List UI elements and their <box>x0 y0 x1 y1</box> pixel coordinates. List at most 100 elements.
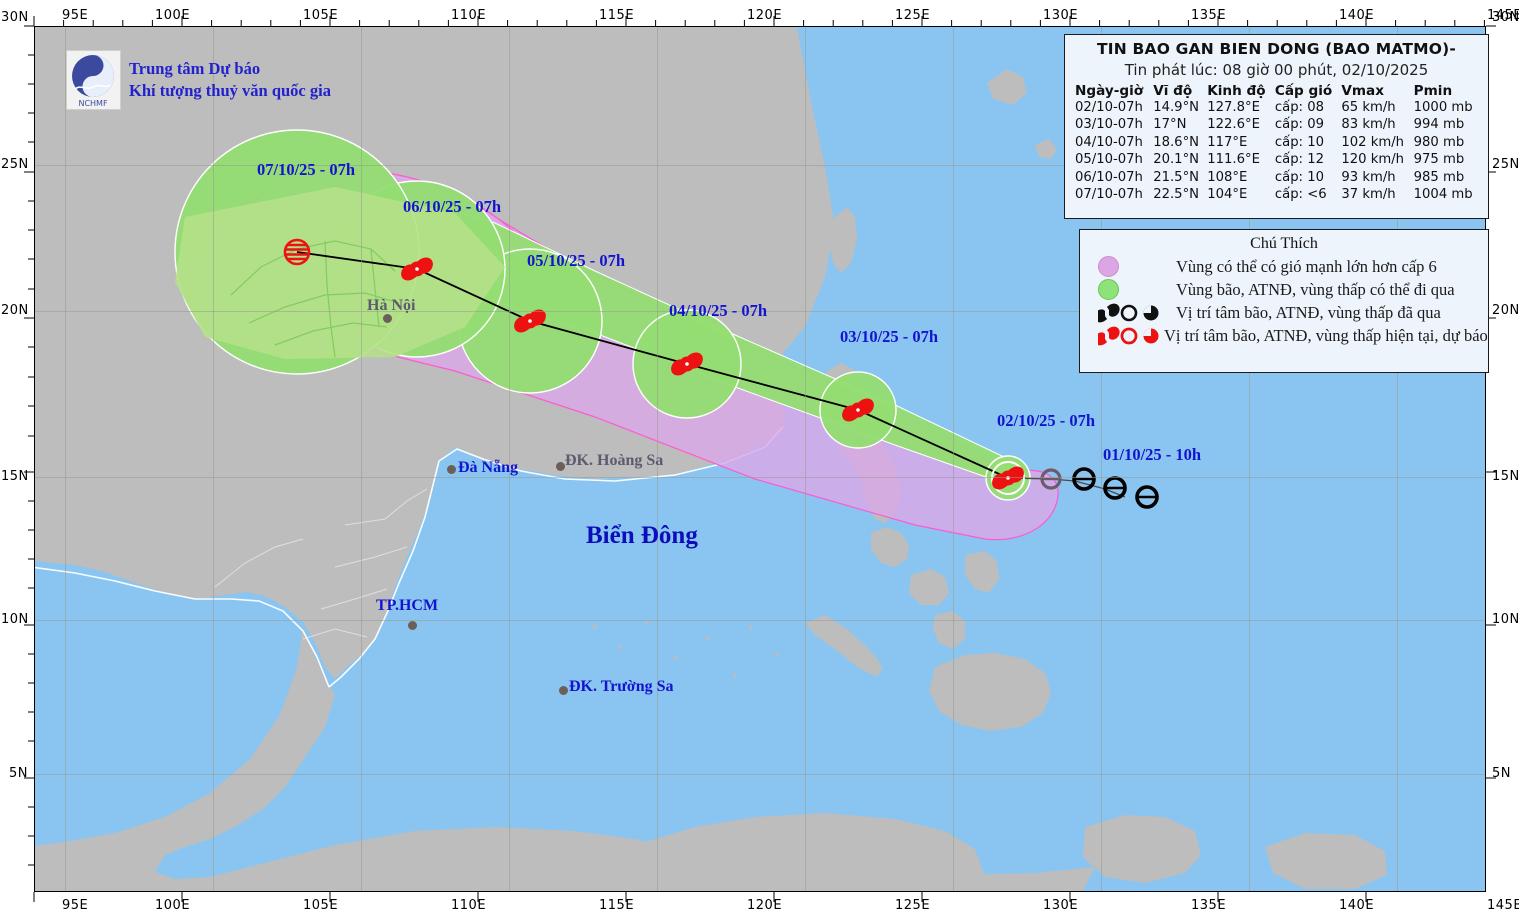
cell-vmax: 93 km/h <box>1341 169 1396 185</box>
agency-name-line1: Trung tâm Dự báo <box>129 58 261 78</box>
city-dot-tp-hcm <box>408 621 417 630</box>
axis-right-label-20n: 20N <box>1492 303 1519 318</box>
axis-right-label-30n: 30N <box>1492 10 1519 25</box>
col-header-vmax: Vmax <box>1341 82 1385 99</box>
typhoon-symbol-03-10 <box>842 398 874 422</box>
track-label-01-10: 01/10/25 - 10h <box>1103 445 1202 464</box>
axis-bottom-label-120e: 120E <box>747 898 783 913</box>
col-header-longitude: Kinh độ <box>1207 82 1266 99</box>
bulletin-subtitle: Tin phát lúc: 08 giờ 00 phút, 02/10/2025 <box>1124 60 1429 79</box>
forecast-table: Ngày-giờ Vĩ độ Kinh độ Cấp gió Vmax Pmin… <box>1073 83 1480 204</box>
axis-top-label-130e: 130E <box>1043 8 1079 23</box>
col-header-datetime: Ngày-giờ <box>1075 82 1144 99</box>
gridline-lon <box>1397 27 1398 891</box>
land-okinawa <box>1035 139 1057 159</box>
legend-symbol-past <box>1088 303 1176 323</box>
cell-longitude: 111.6°E <box>1207 152 1260 168</box>
cell-longitude: 127.8°E <box>1207 99 1260 115</box>
black-depression-icon <box>1120 304 1138 321</box>
axis-top-label-105e: 105E <box>303 8 339 23</box>
gridline-lat <box>35 311 1485 312</box>
bulletin-panel: TIN BAO GAN BIEN DONG (BAO MATMO)- Tin p… <box>1064 34 1489 219</box>
violet-dot-icon <box>1098 256 1119 277</box>
land-ryukyu <box>987 69 1027 105</box>
cell-longitude: 117°E <box>1207 134 1248 150</box>
past-position-symbols <box>1040 467 1159 509</box>
axis-bottom-label-100e: 100E <box>155 898 191 913</box>
past-pos-3 <box>1135 485 1159 509</box>
axis-right-label-15n: 15N <box>1492 469 1519 484</box>
track-label-03-10: 03/10/25 - 07h <box>840 327 939 346</box>
axis-bottom-label-115e: 115E <box>599 898 635 913</box>
gridline-lon <box>657 27 658 891</box>
legend-title: Chú Thích <box>1250 235 1318 252</box>
cell-datetime: 06/10-07h <box>1075 169 1143 185</box>
gridline-lat <box>35 620 1485 621</box>
table-row: 02/10-07h 14.9°N 127.8°E cấp: 08 65 km/h… <box>1073 99 1480 116</box>
axis-left-label-15n: 15N <box>1 469 29 484</box>
axis-left-label-30n: 30N <box>1 10 29 25</box>
cell-wind-level: cấp: 10 <box>1274 134 1324 150</box>
cell-datetime: 03/10-07h <box>1075 117 1143 133</box>
track-label-05-10: 05/10/25 - 07h <box>527 251 626 270</box>
axis-top-label-125e: 125E <box>895 8 931 23</box>
axis-right-label-25n: 25N <box>1492 157 1519 172</box>
table-row: 06/10-07h 21.5°N 108°E cấp: 10 93 km/h 9… <box>1073 169 1480 186</box>
land-taiwan <box>829 207 857 273</box>
cell-latitude: 22.5°N <box>1153 186 1200 202</box>
cell-pmin: 980 mb <box>1413 134 1465 150</box>
city-label-ha-noi: Hà Nội <box>367 297 416 314</box>
city-label-hoang-sa: ĐK. Hoàng Sa <box>565 452 664 469</box>
city-dot-da-nang <box>447 465 456 474</box>
axis-top-label-110e: 110E <box>451 8 487 23</box>
axis-top-label-140e: 140E <box>1339 8 1375 23</box>
bottom-ticks <box>33 892 1367 902</box>
legend-row-current-forecast: Vị trí tâm bão, ATNĐ, vùng thấp hiện tại… <box>1088 324 1488 347</box>
axis-top-label-100e: 100E <box>155 8 191 23</box>
low-pressure-symbol-07-10 <box>283 238 311 266</box>
legend-text-current-forecast: Vị trí tâm bão, ATNĐ, vùng thấp hiện tại… <box>1164 325 1488 345</box>
black-typhoon-icon <box>1098 303 1120 322</box>
cell-pmin: 994 mb <box>1413 117 1465 133</box>
land-mindanao <box>929 653 1051 731</box>
legend-symbol-green-dot <box>1088 279 1176 300</box>
typhoon-symbol-06-10 <box>401 257 433 281</box>
agency-logo-block: NCHMF Trung tâm Dự báo Khí tượng thuỷ vă… <box>66 50 331 110</box>
red-low-icon <box>1143 328 1159 343</box>
left-ticks <box>24 25 34 866</box>
col-header-wind-level: Cấp gió <box>1274 82 1333 99</box>
gridline-lon <box>1249 27 1250 891</box>
typhoon-symbols <box>283 238 1025 495</box>
past-pos-2 <box>1103 476 1127 500</box>
axis-top-label-95e: 95E <box>62 8 89 23</box>
city-label-tp-hcm: TP.HCM <box>376 597 439 614</box>
cell-datetime: 05/10-07h <box>1075 152 1143 168</box>
cell-vmax: 102 km/h <box>1341 134 1405 150</box>
gridline-lat <box>35 477 1485 478</box>
axis-top-label-145e: 145E <box>1487 8 1519 23</box>
gridline-lon <box>1101 27 1102 891</box>
table-row: 07/10-07h 22.5°N 104°E cấp: <6 37 km/h 1… <box>1073 186 1480 203</box>
axis-left-label-25n: 25N <box>1 157 29 172</box>
cell-pmin: 985 mb <box>1413 169 1465 185</box>
forecast-track-line <box>296 251 1009 479</box>
cell-datetime: 02/10-07h <box>1075 99 1143 115</box>
col-header-latitude: Vĩ độ <box>1153 82 1193 99</box>
red-depression-icon <box>1120 327 1138 344</box>
table-row: 03/10-07h 17°N 122.6°E cấp: 09 83 km/h 9… <box>1073 116 1480 133</box>
land-visayas <box>871 527 909 567</box>
city-dot-hoang-sa <box>556 462 565 471</box>
agency-name: Trung tâm Dự báo Khí tượng thuỷ văn quốc… <box>129 58 331 103</box>
cell-vmax: 120 km/h <box>1341 152 1405 168</box>
cell-datetime: 04/10-07h <box>1075 134 1143 150</box>
cell-latitude: 21.5°N <box>1153 169 1200 185</box>
gridline-lon <box>213 27 214 891</box>
axis-right-label-10n: 10N <box>1492 612 1519 627</box>
axis-left-label-20n: 20N <box>1 303 29 318</box>
cell-wind-level: cấp: <6 <box>1274 186 1327 202</box>
gridline-lon <box>805 27 806 891</box>
cell-latitude: 14.9°N <box>1153 99 1200 115</box>
city-label-truong-sa: ĐK. Trường Sa <box>569 678 674 695</box>
land-samar-leyte <box>965 551 999 593</box>
